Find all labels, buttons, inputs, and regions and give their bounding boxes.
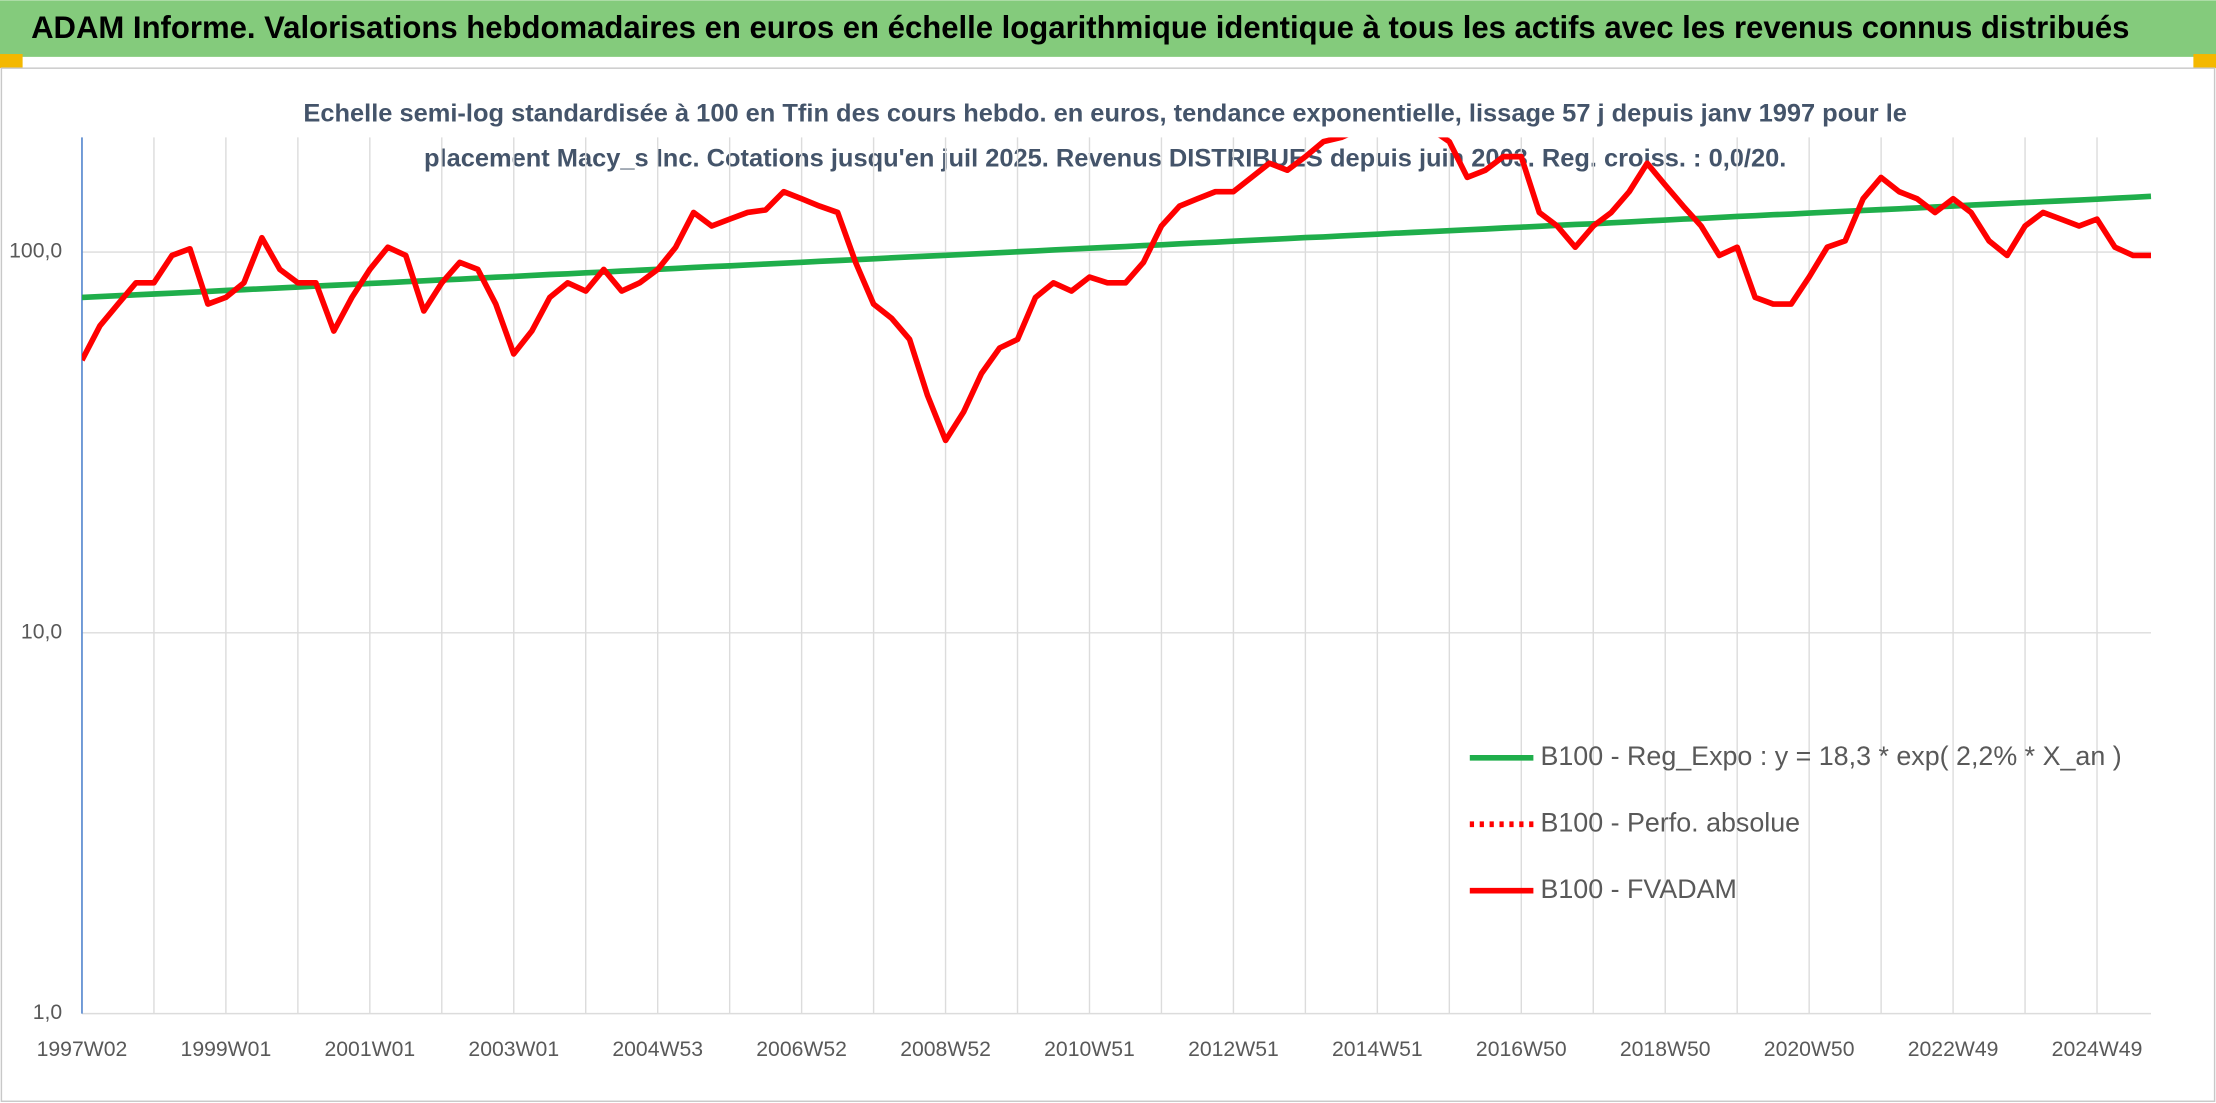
- data-line: [81, 137, 2151, 444]
- data-line: [81, 193, 2152, 301]
- chart-subtitle: placement Macy_s Inc. Cotations jusqu'en…: [424, 145, 1786, 173]
- chart-title: ADAM Informe. Valorisations hebdomadaire…: [31, 10, 2129, 45]
- x-tick-label: 2008W52: [900, 1038, 991, 1061]
- header-band: [0, 0, 2216, 57]
- legend-label: B100 - FVADAM: [1540, 874, 1736, 904]
- plot-area: [81, 137, 2152, 444]
- x-tick-label: 2016W50: [1476, 1038, 1567, 1061]
- x-tick-label: 2006W52: [756, 1038, 847, 1061]
- y-tick-label: 100,0: [9, 240, 62, 263]
- grid: [81, 137, 2151, 1015]
- x-tick-label: 1999W01: [181, 1038, 272, 1061]
- x-tick-label: 1997W02: [37, 1038, 128, 1061]
- legend-label: B100 - Reg_Expo : y = 18,3 * exp( 2,2% *…: [1540, 741, 2121, 771]
- x-tick-label: 2020W50: [1764, 1038, 1855, 1061]
- x-tick-label: 2001W01: [324, 1038, 415, 1061]
- x-tick-label: 2014W51: [1332, 1038, 1423, 1061]
- chart-subtitle: Echelle semi-log standardisée à 100 en T…: [303, 100, 1907, 128]
- y-tick-label: 10,0: [21, 620, 62, 643]
- legend-label: B100 - Perfo. absolue: [1540, 807, 1800, 837]
- x-tick-label: 2012W51: [1188, 1038, 1279, 1061]
- chart-frame: [0, 67, 2216, 1102]
- x-tick-label: 2004W53: [612, 1038, 703, 1061]
- x-tick-label: 2024W49: [2052, 1038, 2143, 1061]
- x-tick-label: 2018W50: [1620, 1038, 1711, 1061]
- x-tick-label: 2010W51: [1044, 1038, 1135, 1061]
- corner: [0, 54, 23, 69]
- corner: [2193, 54, 2216, 69]
- y-tick-label: 1,0: [33, 1001, 62, 1024]
- x-tick-label: 2003W01: [468, 1038, 559, 1061]
- x-tick-label: 2022W49: [1908, 1038, 1999, 1061]
